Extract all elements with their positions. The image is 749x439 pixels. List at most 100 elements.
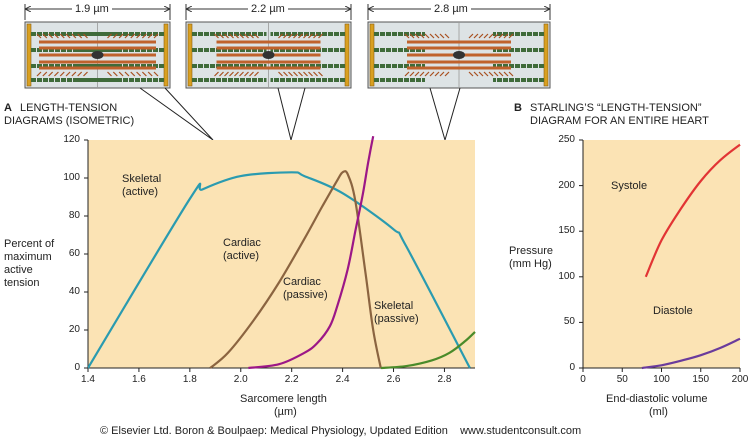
myosin-head [478, 33, 484, 39]
myosin-head [283, 33, 288, 39]
myosin-head [214, 71, 219, 77]
z-disc [543, 23, 549, 87]
sarcomere-3 [367, 4, 551, 89]
myosin-head [434, 71, 440, 77]
myosin-head [468, 71, 474, 77]
myosin-head [439, 33, 445, 39]
myosin-head [42, 71, 48, 77]
series-label-skeletal-active-1: Skeletal [122, 173, 162, 185]
myosin-head [224, 33, 229, 39]
myosin-head [293, 33, 298, 39]
chart-a-x-tick-label: 2.8 [437, 374, 452, 385]
myosin-head [444, 33, 450, 39]
myosin-head [147, 33, 153, 39]
chart-a-x-tick-label: 1.6 [131, 374, 146, 385]
series-label-cardiac-passive-1: Cardiac [283, 276, 321, 288]
series-label-cardiac-active-2: (active) [223, 250, 260, 262]
sarcomere-2-length: 2.2 µm [248, 3, 288, 15]
myosin-head [313, 71, 318, 77]
myosin-head [147, 71, 153, 77]
chart-a-x-tick-label: 2.4 [335, 374, 350, 385]
chart-b-x-tick-label: 0 [580, 374, 586, 385]
myosin-head [444, 71, 450, 77]
myosin-head [107, 33, 112, 39]
chart-a-axes [84, 139, 475, 372]
panel-b-title-line2: DIAGRAM FOR AN ENTIRE HEART [530, 115, 709, 127]
myosin-head [478, 71, 484, 77]
chart-a-ylabel-line1: Percent of [4, 238, 55, 250]
series-label-skeletal-passive-1: Skeletal [374, 300, 414, 312]
myosin-head [214, 33, 219, 39]
sarcomere-illustrations [24, 4, 551, 89]
myosin-head [71, 33, 77, 39]
myosin-head [483, 33, 489, 39]
myosin-head [503, 33, 509, 39]
myosin-head [473, 71, 479, 77]
myosin-head [234, 33, 239, 39]
myosin-head [468, 33, 474, 39]
myosin-head [288, 33, 293, 39]
chart-a-y-tick-label: 60 [68, 248, 80, 259]
z-disc [344, 23, 350, 87]
myosin-head [77, 71, 83, 77]
myosin-head [124, 71, 130, 77]
series-label-systole: Systole [611, 180, 648, 192]
chart-a-xlabel-line2: (µm) [274, 406, 297, 418]
chart-a-ylabel-line3: active [4, 264, 33, 276]
series-label-skeletal-active-2: (active) [122, 186, 159, 198]
copyright-footer: © Elsevier Ltd. Boron & Boulpaep: Medica… [100, 425, 582, 437]
chart-b-y-tick-label: 250 [558, 134, 575, 145]
panel-a-title-line2: DIAGRAMS (ISOMETRIC) [4, 115, 135, 127]
myosin-head [313, 33, 318, 39]
chart-b-ylabel-line1: Pressure [509, 245, 554, 257]
chart-a-series-cardiac-active [209, 170, 382, 369]
myosin-head [130, 33, 136, 39]
chart-b-series-systole [644, 143, 741, 278]
chart-a-series-cardiac-passive [248, 135, 375, 370]
myosin-head [254, 71, 259, 77]
myosin-head [414, 33, 420, 39]
chart-a-xlabel-line1: Sarcomere length [240, 393, 327, 405]
myosin-head [112, 71, 118, 77]
myosin-head [503, 71, 509, 77]
myosin-head [239, 33, 244, 39]
chart-a-ylabel-line4: tension [4, 277, 40, 289]
myosin-head [234, 71, 239, 77]
chart-a-y-tick-label: 40 [68, 286, 80, 297]
myosin-head [136, 33, 141, 39]
myosin-head [254, 33, 259, 39]
chart-a-x-tick-label: 2.6 [386, 374, 401, 385]
sarcomere-1 [24, 4, 171, 89]
myosin-head [404, 33, 410, 39]
series-label-diastole: Diastole [653, 305, 693, 317]
sarcomere-3-length: 2.8 µm [431, 3, 471, 15]
myosin-head [308, 71, 313, 77]
myosin-head [409, 71, 415, 77]
chart-b-ylabel-line2: (mm Hg) [509, 258, 552, 270]
myosin-head [278, 33, 283, 39]
series-label-skeletal-passive-2: (passive) [374, 313, 419, 325]
myosin-head [77, 33, 83, 39]
chart-b-x-tick-label: 50 [616, 374, 628, 385]
chart-b-y-tick-label: 50 [563, 316, 575, 328]
myosin-head [414, 71, 420, 77]
myosin-head [124, 33, 130, 39]
chart-b-x-tick-label: 150 [692, 374, 710, 385]
chart-a-y-tick-label: 120 [63, 134, 80, 145]
myosin-head [219, 33, 224, 39]
myosin-head [308, 33, 313, 39]
chart-a-series-skeletal-passive [380, 331, 476, 370]
myosin-head [107, 71, 112, 77]
chart-a-series [88, 135, 476, 370]
myosin-head [48, 33, 54, 39]
myosin-head [424, 33, 430, 39]
chart-a-x-tick-label: 2.2 [284, 374, 299, 385]
chart-a-x-tick-label: 1.4 [81, 374, 95, 385]
myosin-head [293, 71, 298, 77]
myosin-head [419, 71, 425, 77]
myosin-head [153, 71, 159, 77]
myosin-head [244, 71, 249, 77]
myosin-head [493, 71, 499, 77]
myosin-head [278, 71, 283, 77]
myosin-head [65, 71, 71, 77]
